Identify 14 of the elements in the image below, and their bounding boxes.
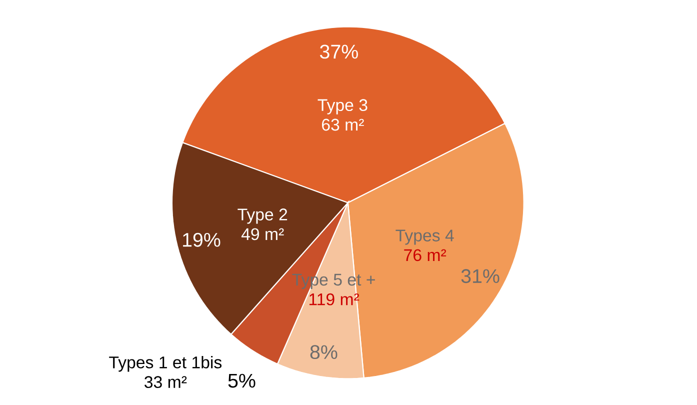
data-label: 37% bbox=[320, 44, 358, 59]
text: 63 m² bbox=[322, 118, 364, 131]
slice-label: Type 2 bbox=[238, 208, 288, 224]
data-label: 31% bbox=[461, 269, 500, 284]
slice-label: Type 3 bbox=[318, 99, 368, 114]
text: 49 m² bbox=[241, 228, 284, 240]
data-label: 8% bbox=[310, 345, 338, 360]
data-label: 5% bbox=[228, 374, 256, 388]
text: 76 m² bbox=[404, 249, 446, 262]
slice-label: Types 4 bbox=[396, 230, 454, 245]
slice-label: Types 1 et 1bis bbox=[109, 356, 222, 372]
text: 33 m² bbox=[144, 376, 187, 388]
data-label: 19% bbox=[183, 232, 220, 247]
text: 119 m² bbox=[309, 293, 360, 306]
